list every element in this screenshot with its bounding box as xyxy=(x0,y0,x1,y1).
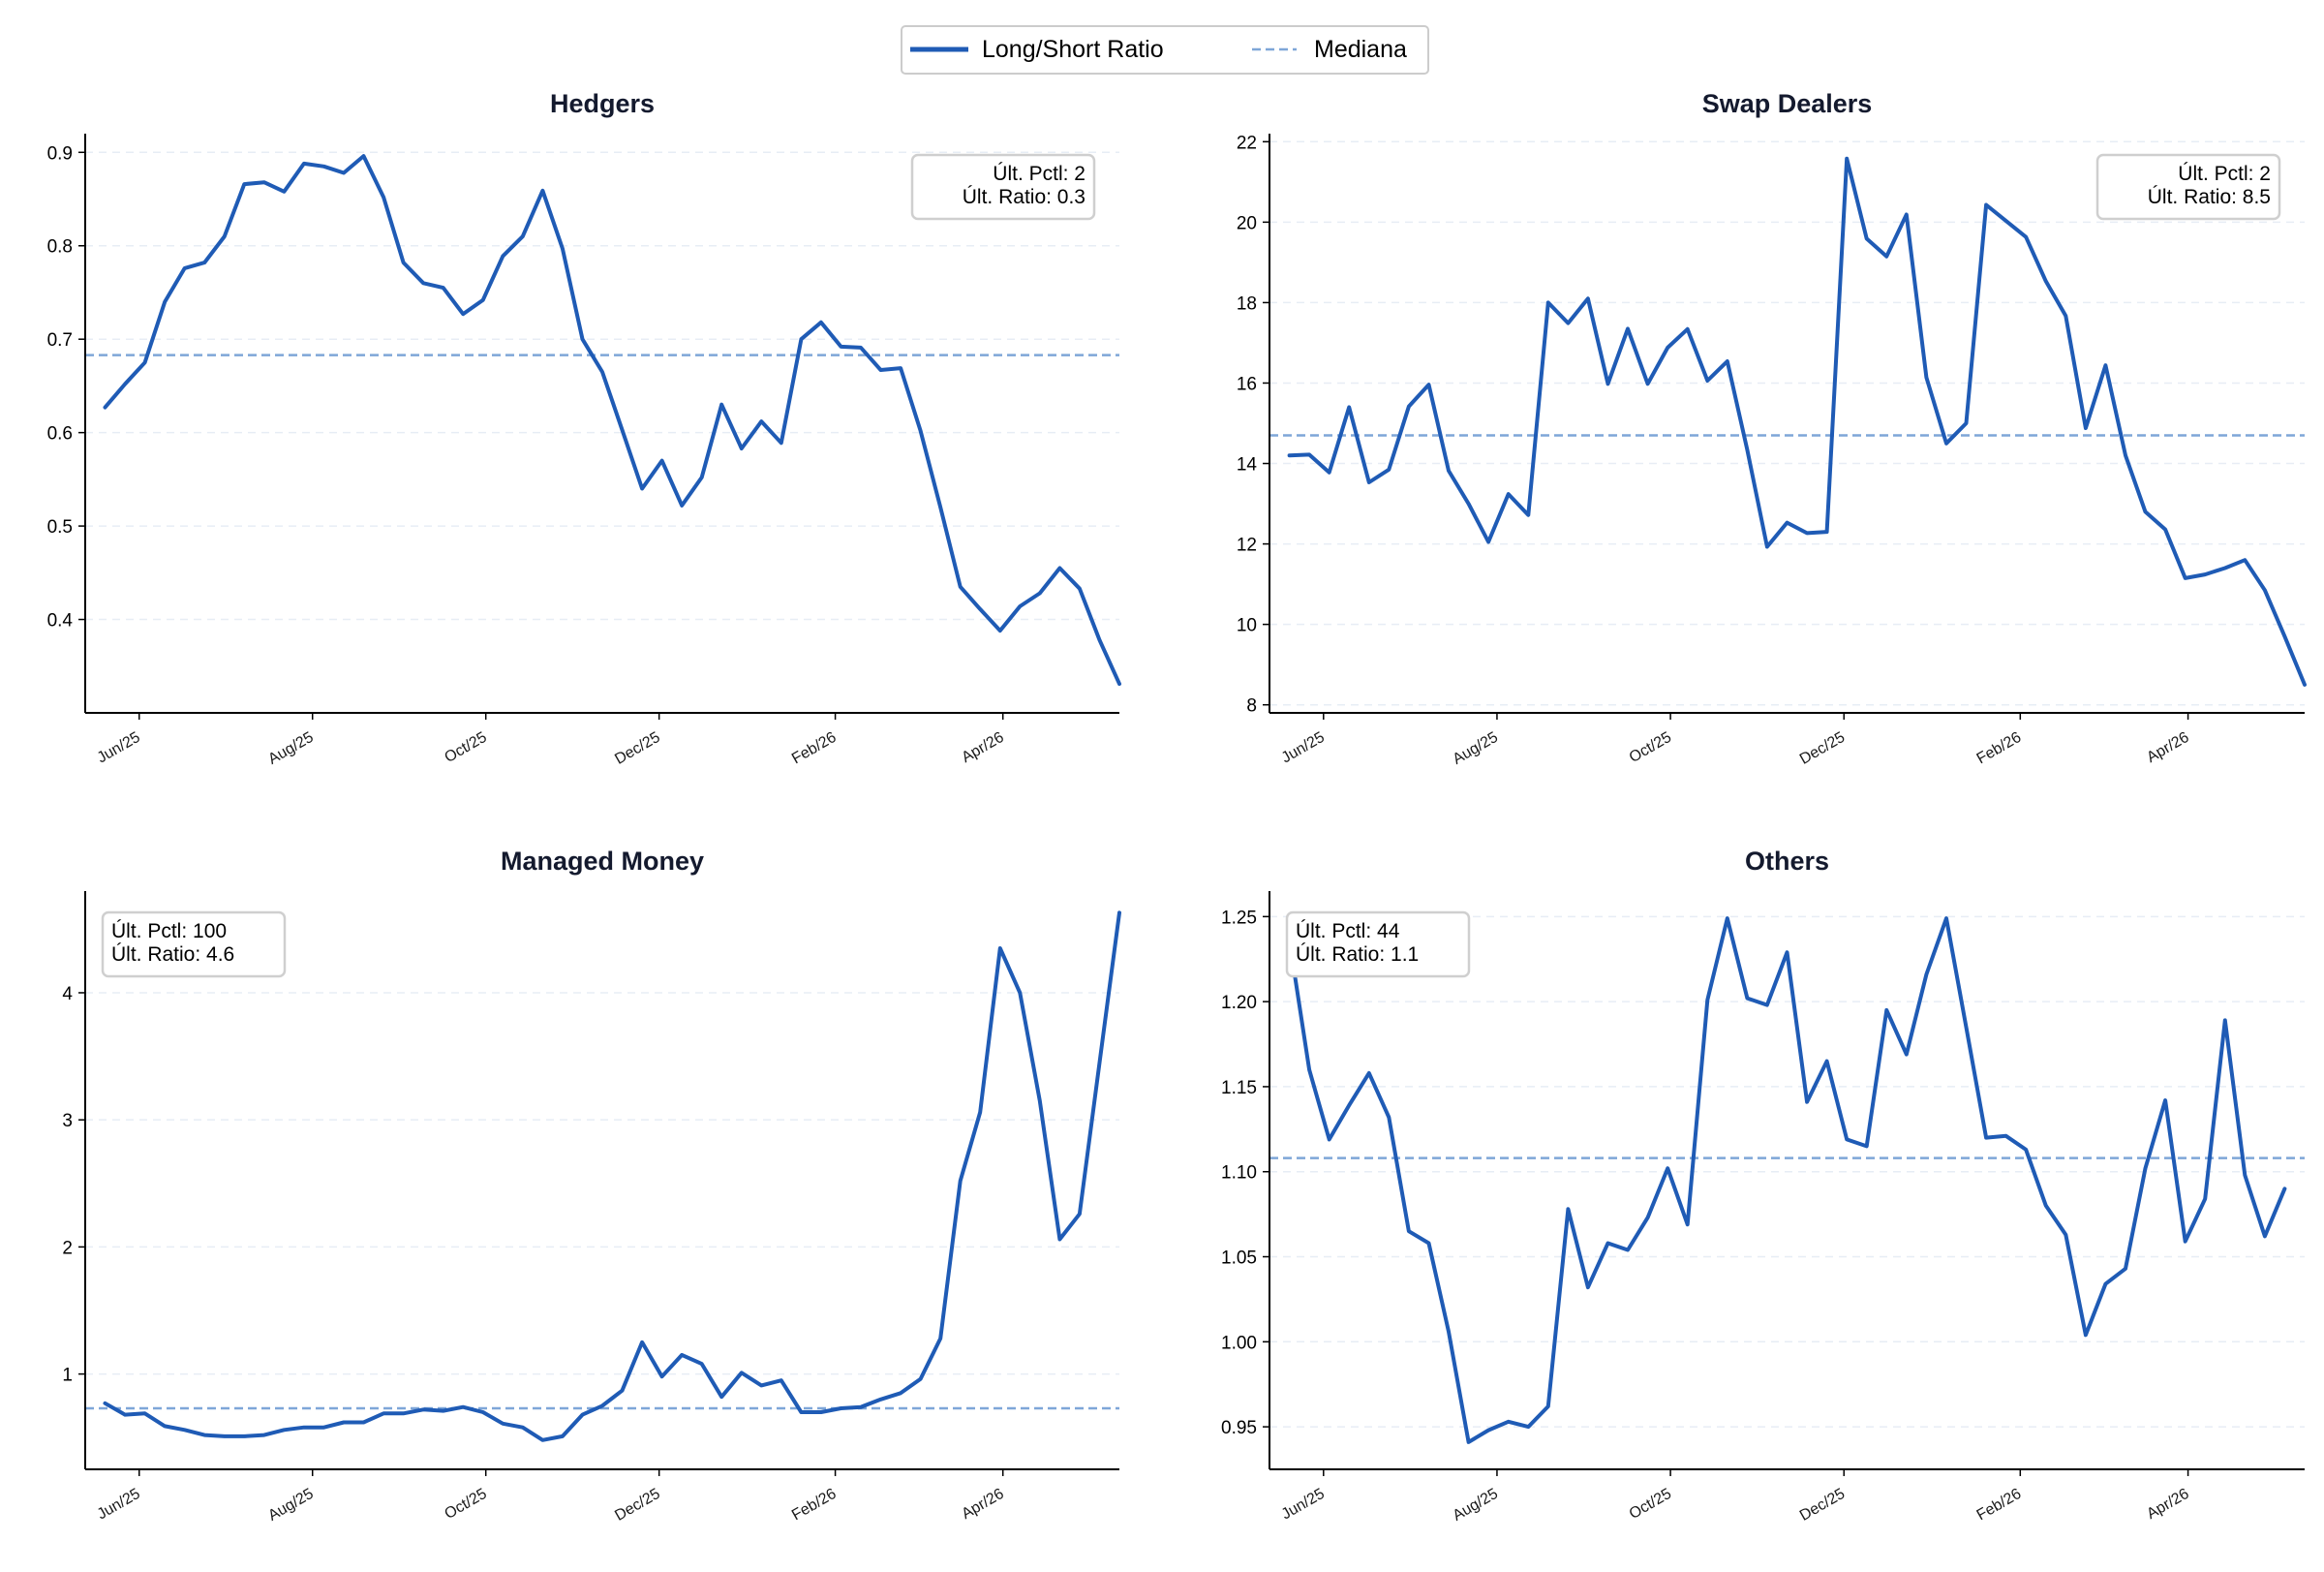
legend-ratio-label: Long/Short Ratio xyxy=(982,36,1164,63)
annotation-line: Últ. Pctl: 44 xyxy=(1296,920,1400,942)
y-tick-label: 4 xyxy=(62,984,73,1004)
y-tick-label: 1 xyxy=(62,1366,73,1386)
series-line-long-short-ratio xyxy=(1287,156,2307,687)
panel-title: Hedgers xyxy=(550,89,655,118)
y-tick-label: 1.10 xyxy=(1221,1163,1257,1184)
annotation-frame xyxy=(910,153,1096,221)
annotation-frame xyxy=(2095,153,2281,221)
y-tick-label: 20 xyxy=(1237,213,1257,233)
legend-median-label: Mediana xyxy=(1314,36,1407,63)
y-tick-label: 22 xyxy=(1237,133,1257,153)
panel-title: Swap Dealers xyxy=(1702,89,1873,118)
y-tick-label: 18 xyxy=(1237,293,1257,314)
y-tick-label: 8 xyxy=(1246,696,1257,717)
annotation-frame xyxy=(101,910,287,978)
legend: Long/Short Ratio Mediana xyxy=(901,25,1429,75)
series-line-long-short-ratio xyxy=(103,154,1121,687)
y-tick-label: 0.95 xyxy=(1221,1418,1257,1438)
series-line-long-short-ratio xyxy=(1287,916,2287,1444)
y-tick-label: 0.9 xyxy=(47,143,73,164)
y-tick-label: 1.20 xyxy=(1221,993,1257,1013)
y-tick-label: 3 xyxy=(62,1111,73,1131)
annotation-line: Últ. Pctl: 100 xyxy=(111,920,227,942)
y-tick-label: 0.6 xyxy=(47,424,73,445)
panel-others: Others0.951.001.051.101.151.201.25Jun/25… xyxy=(1221,847,2305,1525)
annotation-line: Últ. Pctl: 2 xyxy=(993,163,1086,185)
y-tick-label: 10 xyxy=(1237,616,1257,636)
annotation-line: Últ. Ratio: 8.5 xyxy=(2148,186,2271,208)
annotation-line: Últ. Ratio: 0.3 xyxy=(963,186,1086,208)
y-tick-label: 0.8 xyxy=(47,237,73,258)
series-line-long-short-ratio xyxy=(103,910,1121,1442)
annotation-line: Últ. Ratio: 4.6 xyxy=(111,943,234,966)
y-tick-label: 1.00 xyxy=(1221,1333,1257,1353)
y-tick-label: 14 xyxy=(1237,455,1258,476)
y-tick-label: 0.7 xyxy=(47,330,73,351)
y-tick-label: 1.15 xyxy=(1221,1078,1257,1098)
y-tick-label: 1.05 xyxy=(1221,1248,1257,1269)
legend-box xyxy=(901,25,1429,75)
y-tick-label: 16 xyxy=(1237,374,1257,394)
y-tick-label: 12 xyxy=(1237,536,1257,556)
panel-title: Managed Money xyxy=(501,847,704,876)
annotation-line: Últ. Ratio: 1.1 xyxy=(1296,943,1419,966)
y-tick-label: 1.25 xyxy=(1221,908,1257,928)
panel-title: Others xyxy=(1745,847,1829,876)
annotation-frame xyxy=(1285,910,1471,978)
y-tick-label: 2 xyxy=(62,1238,73,1258)
y-tick-label: 0.4 xyxy=(47,611,74,632)
y-tick-label: 0.5 xyxy=(47,517,73,538)
annotation-line: Últ. Pctl: 2 xyxy=(2178,163,2271,185)
